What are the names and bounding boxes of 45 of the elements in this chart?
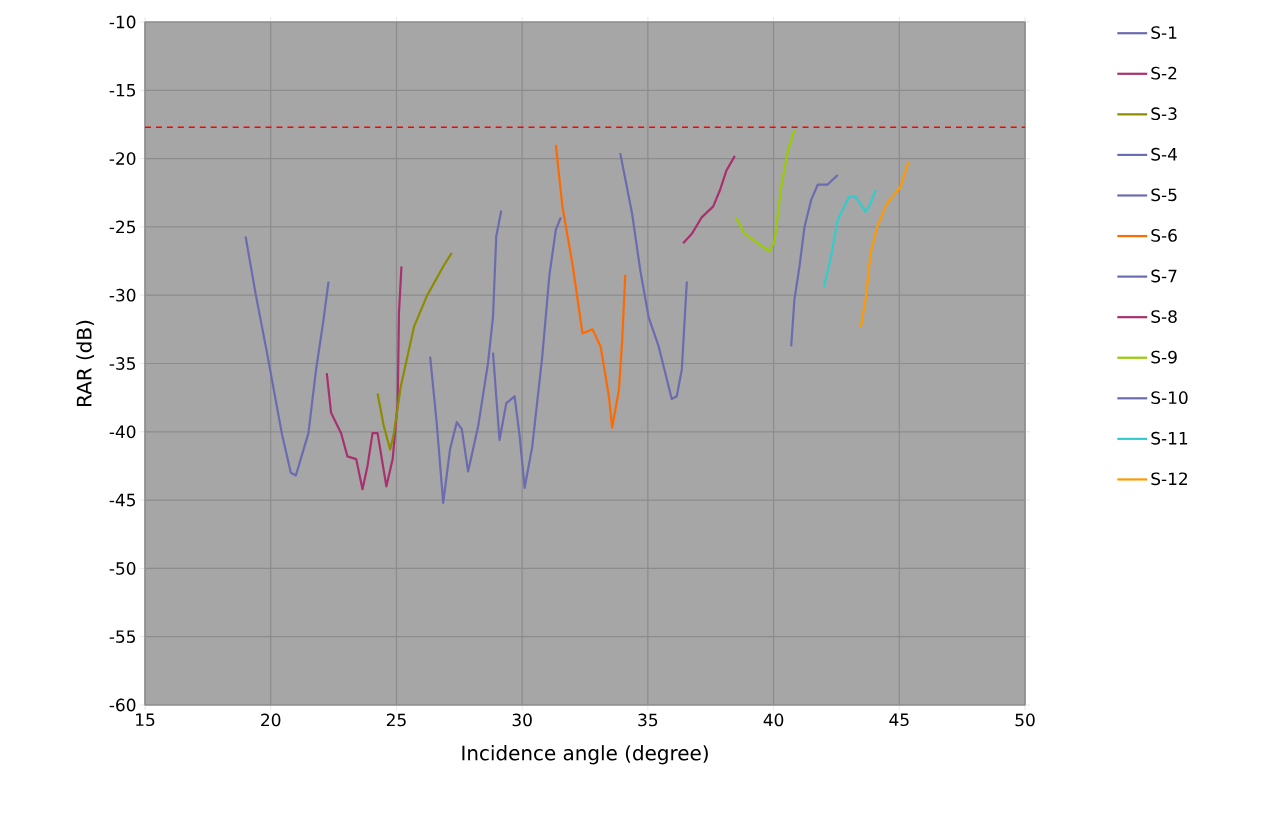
- line-series: [429, 209, 503, 504]
- x-tick-label: 15: [136, 713, 155, 727]
- y-tick-label: -30: [109, 288, 136, 302]
- legend-label: S-10: [1151, 391, 1188, 405]
- legend-label: S-2: [1151, 66, 1177, 80]
- line-series: [859, 160, 910, 330]
- legend-label: S-9: [1151, 350, 1177, 364]
- y-tick-label: -20: [109, 152, 136, 165]
- line-series: [790, 173, 839, 348]
- x-tick-label: 25: [386, 713, 406, 727]
- y-tick-label: -25: [109, 220, 136, 234]
- y-tick-label: -60: [109, 698, 136, 712]
- legend-label: S-1: [1151, 26, 1177, 39]
- x-tick-label: 30: [512, 713, 532, 727]
- x-tick-label: 50: [1015, 713, 1035, 727]
- y-tick-label: -45: [109, 493, 136, 507]
- x-tick-label: 45: [889, 713, 909, 727]
- x-tick-label: 35: [638, 713, 658, 727]
- y-tick-label: -55: [109, 630, 136, 643]
- line-series: [376, 251, 453, 451]
- legend-label: S-4: [1151, 147, 1177, 161]
- y-axis-title: RAR (dB): [76, 320, 95, 406]
- legend-label: S-11: [1151, 431, 1188, 445]
- legend-label: S-8: [1151, 310, 1177, 323]
- line-series: [325, 265, 403, 491]
- x-axis-title: Incidence angle (degree): [462, 745, 708, 765]
- y-tick-label: -10: [109, 15, 136, 29]
- line-series: [681, 154, 736, 245]
- legend-label: S-12: [1151, 472, 1187, 486]
- y-tick-label: -35: [109, 357, 136, 370]
- legend-label: S-3: [1151, 107, 1177, 121]
- line-series: [822, 188, 877, 289]
- legend-label: S-5: [1151, 188, 1177, 202]
- legend-label: S-6: [1151, 229, 1177, 242]
- line-series: [554, 143, 627, 429]
- line-series: [734, 128, 796, 253]
- line-series: [491, 216, 562, 489]
- x-tick-label: 40: [763, 713, 784, 727]
- y-tick-label: -50: [109, 561, 136, 575]
- y-tick-label: -40: [109, 425, 136, 439]
- y-tick-label: -15: [109, 84, 136, 97]
- line-series: [619, 152, 688, 401]
- x-tick-label: 20: [261, 713, 281, 727]
- line-series: [244, 235, 330, 477]
- legend-label: S-7: [1151, 269, 1177, 283]
